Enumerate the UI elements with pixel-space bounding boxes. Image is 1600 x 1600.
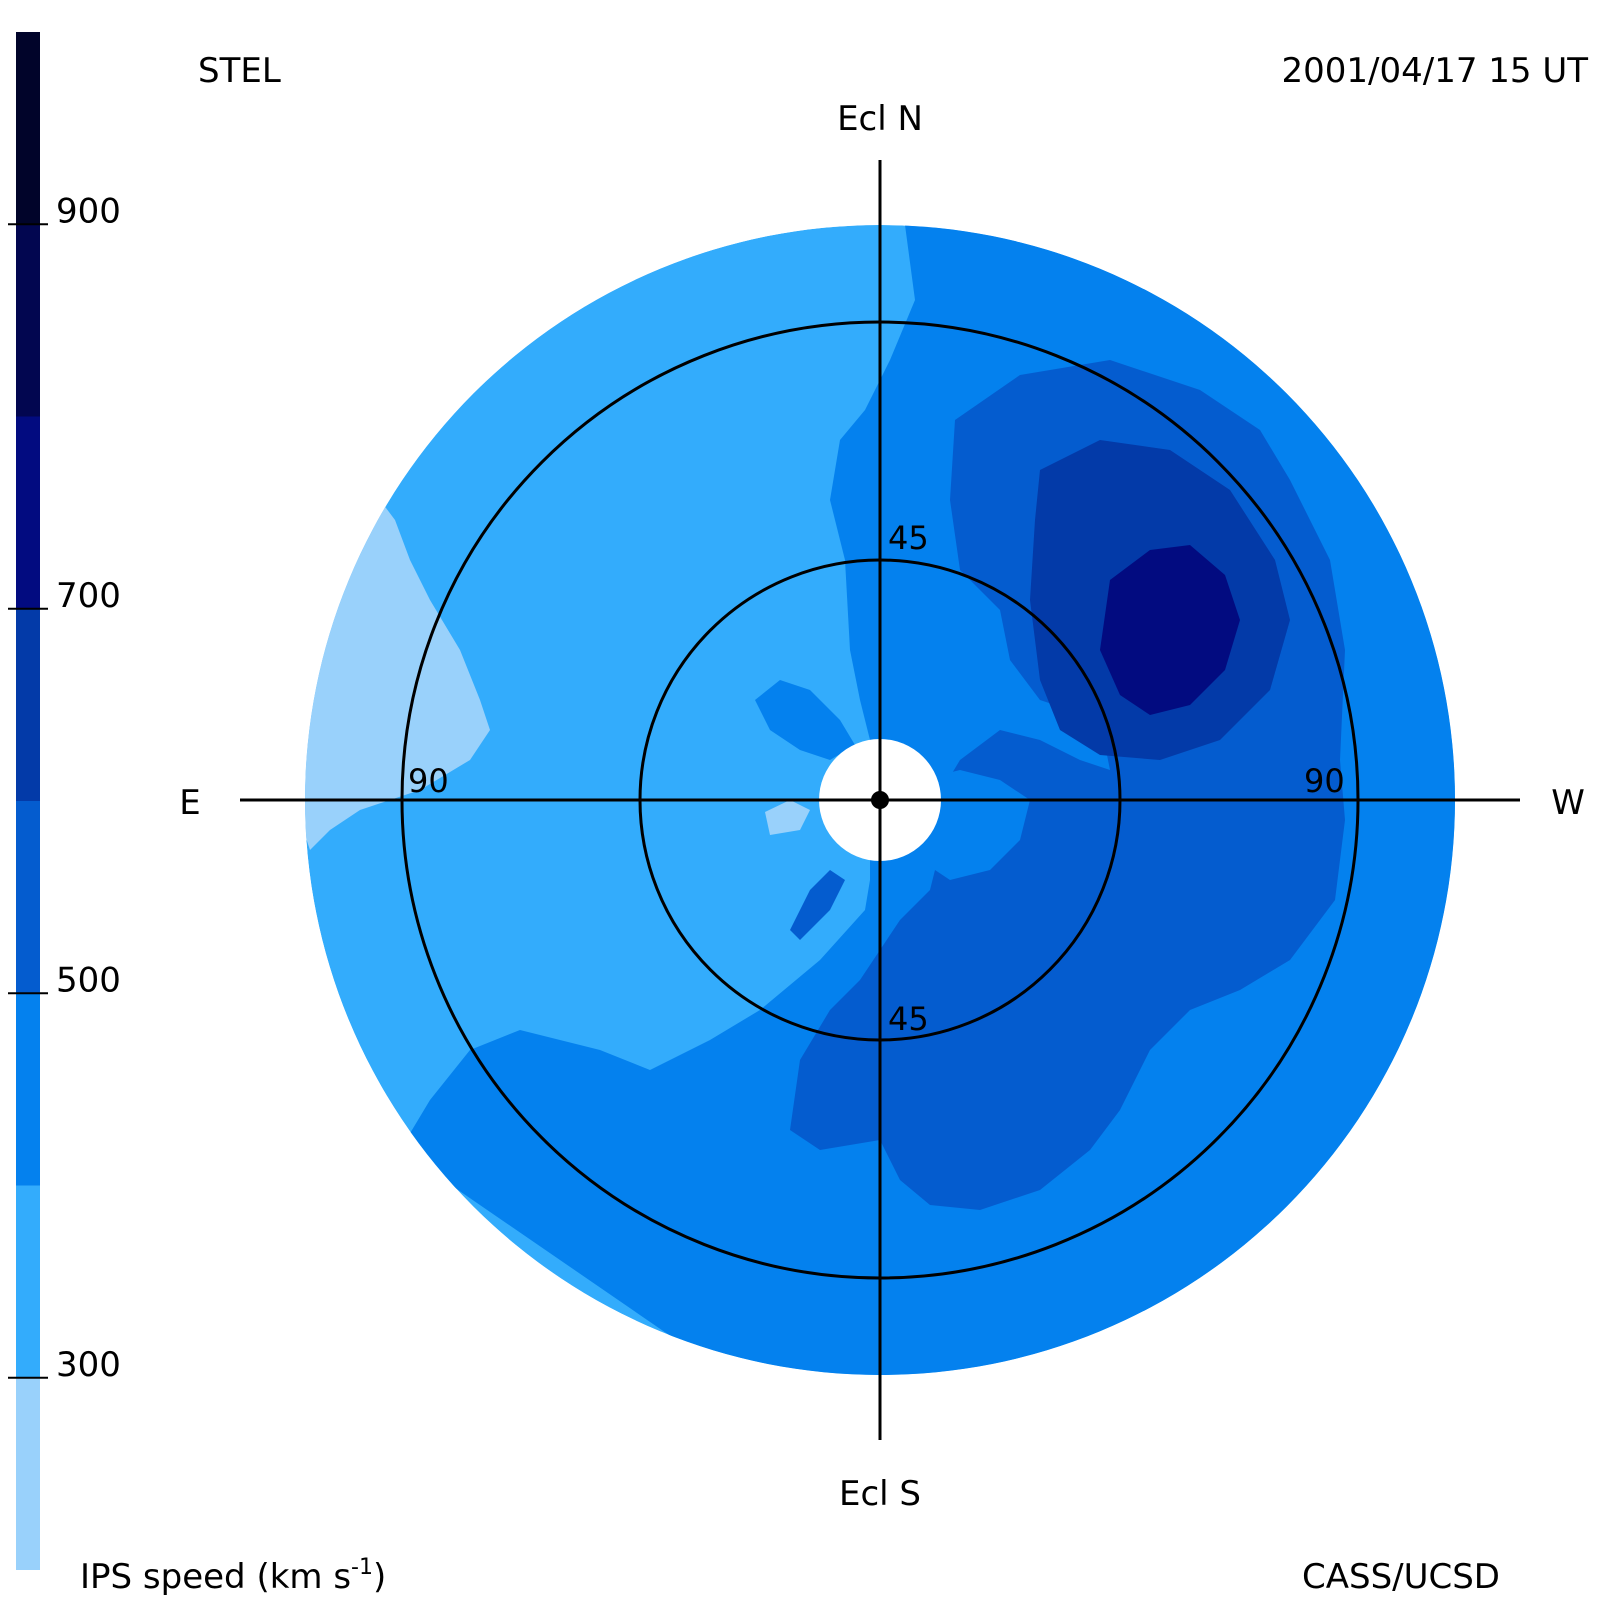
ring-label-45-north: 45 — [888, 519, 929, 557]
sun-center-dot — [871, 791, 889, 809]
speed-region-inner-w-petal — [920, 770, 1030, 880]
credit-label: CASS/UCSD — [1302, 1557, 1500, 1597]
colorbar-label-exponent: -1 — [351, 1555, 373, 1580]
speed-region-east-limb — [305, 500, 490, 850]
colorbar-tick-label-900: 900 — [56, 191, 121, 231]
station-label: STEL — [198, 51, 281, 91]
colorbar-label-main: IPS speed (km s — [80, 1557, 351, 1597]
speed-region-northwest-core — [1100, 545, 1240, 715]
colorbar-level-3 — [16, 801, 40, 994]
colorbar-tick-label-300: 300 — [56, 1345, 121, 1385]
direction-label-south: Ecl S — [839, 1474, 921, 1514]
ring-label-90-east: 90 — [408, 762, 449, 800]
colorbar-tick-label-500: 500 — [56, 960, 121, 1000]
colorbar-level-5 — [16, 416, 40, 609]
timestamp-label: 2001/04/17 15 UT — [1282, 51, 1589, 91]
direction-label-north: Ecl N — [837, 99, 923, 139]
speed-region-inner-se-petal — [790, 870, 845, 940]
colorbar-level-0 — [16, 1377, 40, 1570]
direction-label-west: W — [1551, 783, 1585, 823]
colorbar-ticks: 300 500 700 900 — [8, 191, 121, 1385]
colorbar-label-close: ) — [373, 1557, 386, 1597]
ring-label-90-west: 90 — [1304, 762, 1345, 800]
direction-label-east: E — [179, 783, 200, 823]
colorbar — [16, 32, 40, 1570]
speed-region-inner-east-petal — [755, 680, 855, 760]
speed-region-east-limb-inner — [765, 800, 810, 835]
colorbar-level-4 — [16, 608, 40, 801]
colorbar-level-1 — [16, 1185, 40, 1378]
ring-label-45-south: 45 — [888, 1000, 929, 1038]
colorbar-level-6 — [16, 224, 40, 417]
colorbar-label: IPS speed (km s-1) — [80, 1555, 386, 1597]
colorbar-level-2 — [16, 993, 40, 1186]
colorbar-tick-label-700: 700 — [56, 576, 121, 616]
colorbar-level-7 — [16, 32, 40, 225]
